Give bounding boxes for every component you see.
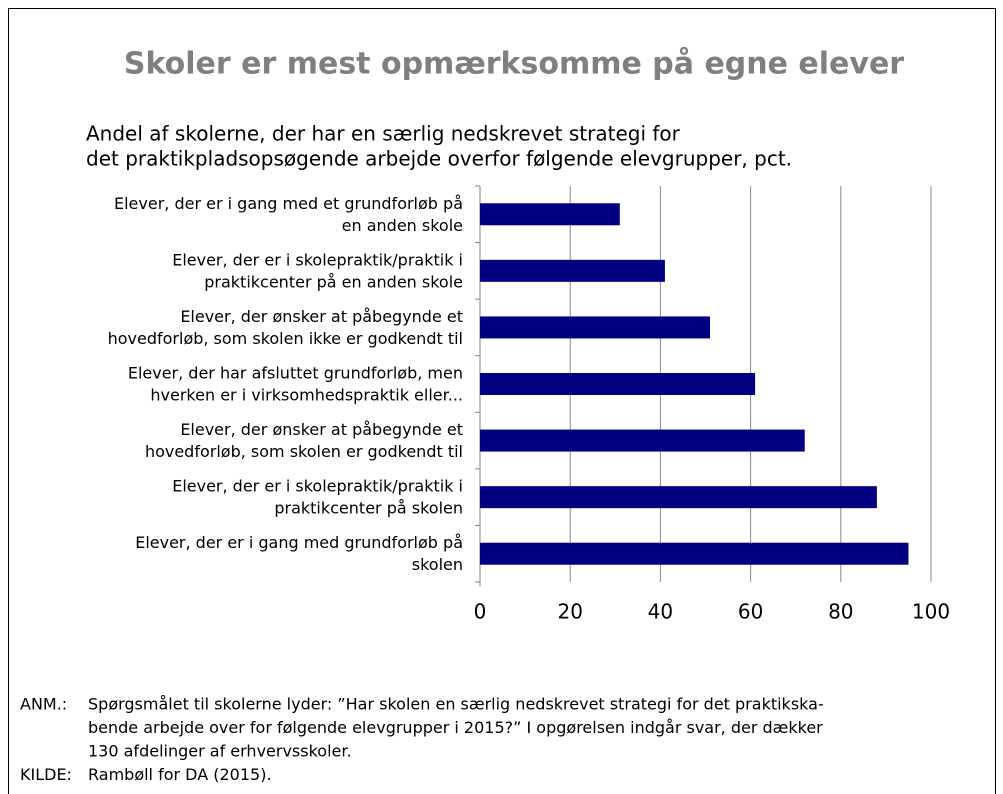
y-tick-label: Elever, der ønsker at påbegynde et: [180, 420, 463, 439]
y-tick-label: Elever, der har afsluttet grundforløb, m…: [128, 364, 463, 383]
y-tick-label: Elever, der er i skolepraktik/praktik i: [172, 477, 463, 496]
y-tick-label: skolen: [412, 555, 463, 574]
y-tick-label: hverken er i virksomhedspraktik eller...: [150, 386, 463, 405]
x-tick-label: 0: [474, 600, 487, 624]
subtitle: det praktikpladsopsøgende arbejde overfo…: [86, 147, 792, 171]
x-tick-label: 60: [738, 600, 763, 624]
y-tick-label: praktikcenter på skolen: [274, 499, 463, 518]
x-tick-label: 100: [912, 600, 950, 624]
note-text: Spørgsmålet til skolerne lyder: ”Har sko…: [88, 695, 824, 714]
bar: [480, 316, 711, 339]
y-tick-label: hovedforløb, som skolen ikke er godkendt…: [108, 329, 463, 348]
y-tick-label: Elever, der er i gang med et grundforløb…: [114, 194, 463, 213]
x-tick-label: 40: [648, 600, 673, 624]
note-text: Rambøll for DA (2015).: [88, 765, 272, 784]
bar: [480, 542, 909, 565]
y-tick-label: praktikcenter på en anden skole: [204, 272, 463, 291]
note-text: bende arbejde over for følgende elevgrup…: [88, 718, 823, 737]
bar: [480, 429, 805, 452]
y-tick-label: Elever, der er i skolepraktik/praktik i: [172, 250, 463, 269]
bar: [480, 373, 756, 395]
note-text: 130 afdelinger af erhvervsskoler.: [88, 742, 352, 761]
y-tick-label: Elever, der er i gang med grundforløb på: [135, 533, 463, 552]
y-tick-label: en anden skole: [342, 216, 463, 235]
x-tick-label: 20: [557, 600, 582, 624]
y-tick-label: Elever, der ønsker at påbegynde et: [180, 307, 463, 326]
x-tick-label: 80: [828, 600, 853, 624]
note-label: KILDE:: [20, 765, 72, 784]
frame: [8, 8, 996, 794]
note-label: ANM.:: [20, 695, 67, 714]
y-tick-label: hovedforløb, som skolen er godkendt til: [145, 442, 463, 461]
bar: [480, 203, 620, 226]
chart-title: Skoler er mest opmærksomme på egne eleve…: [124, 46, 904, 82]
subtitle: Andel af skolerne, der har en særlig ned…: [86, 122, 681, 146]
bar: [480, 486, 877, 509]
bar: [480, 259, 665, 282]
